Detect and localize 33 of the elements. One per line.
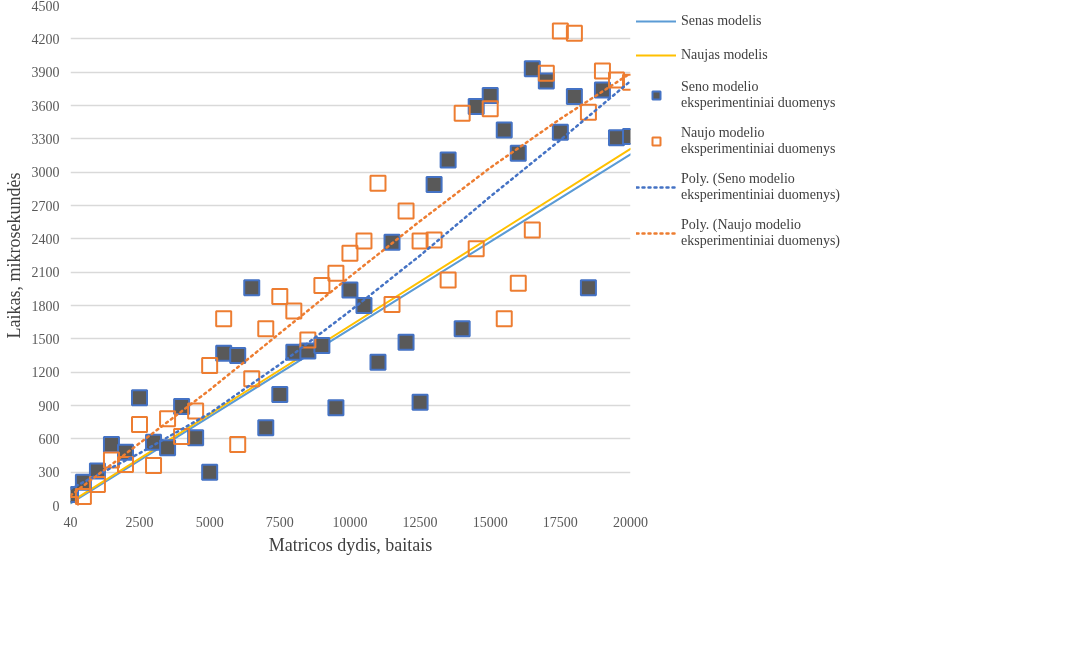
- x-axis-title: Matricos dydis, baitais: [268, 534, 433, 555]
- y-tick-label: 2400: [31, 231, 60, 247]
- y-tick-label: 600: [38, 431, 60, 447]
- y-tick-label: 3900: [31, 65, 60, 81]
- y-tick-label: 0: [52, 498, 60, 514]
- legend-label: Senas modelis: [681, 13, 762, 29]
- x-tick-label: 10000: [332, 514, 368, 530]
- y-axis-title: Laikas, mikrosekundės: [3, 172, 24, 339]
- legend-label: Seno modelio eksperimentiniai duomenys: [681, 79, 836, 111]
- legend-label: Naujo modelio eksperimentiniai duomenys: [681, 125, 836, 157]
- y-tick-label: 4500: [31, 0, 60, 14]
- y-tick-label: 1200: [31, 365, 60, 381]
- legend-label: Naujas modelis: [681, 47, 768, 63]
- y-tick-label: 1500: [31, 331, 60, 347]
- y-tick-label: 300: [38, 465, 60, 481]
- x-tick-label: 15000: [472, 514, 508, 530]
- y-tick-label: 900: [38, 398, 60, 414]
- y-tick-label: 1800: [31, 298, 60, 314]
- y-tick-label: 3600: [31, 98, 60, 114]
- x-tick-label: 17500: [542, 514, 578, 530]
- legend-label: Poly. (Naujo modelio eksperimentiniai duomenys): [681, 217, 841, 249]
- x-tick-label: 5000: [195, 514, 224, 530]
- x-tick-label: 2500: [125, 514, 154, 530]
- y-tick-label: 3300: [31, 131, 60, 147]
- y-tick-label: 3000: [31, 165, 60, 181]
- x-tick-label: 7500: [265, 514, 294, 530]
- legend-label: Poly. (Seno modelio eksperimentiniai duomenys): [681, 171, 841, 203]
- y-tick-label: 4200: [31, 31, 60, 47]
- x-tick-label: 20000: [613, 514, 648, 530]
- x-tick-label: 12500: [402, 514, 438, 530]
- y-tick-label: 2700: [31, 198, 60, 214]
- x-tick-label: 40: [63, 514, 78, 530]
- y-tick-label: 2100: [31, 265, 60, 281]
